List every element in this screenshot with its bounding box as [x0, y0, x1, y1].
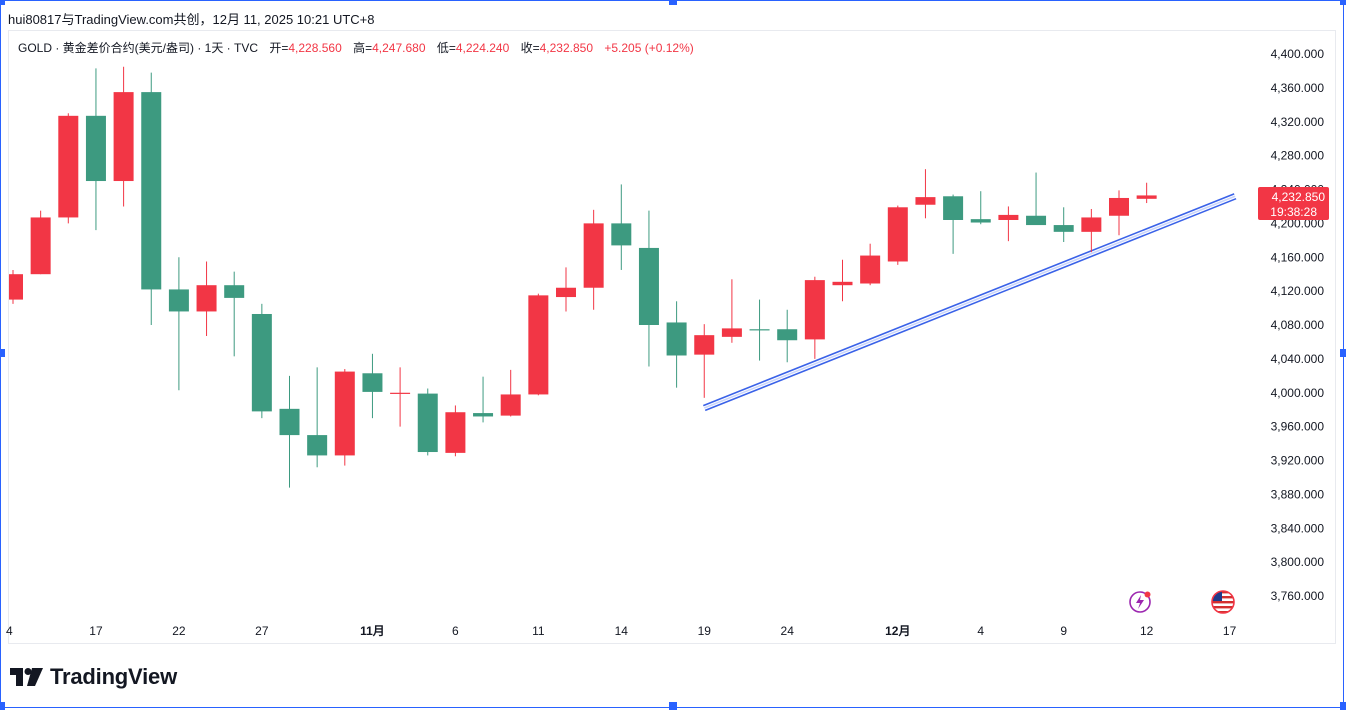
legend-close-label: 收= — [520, 41, 540, 55]
tradingview-logo-text: TradingView — [50, 664, 177, 689]
legend-high: 4,247.680 — [372, 41, 426, 55]
legend-open: 4,228.560 — [288, 41, 342, 55]
resize-handle-tr[interactable] — [1340, 0, 1346, 5]
resize-handle-bottom[interactable] — [669, 702, 677, 710]
tradingview-logo[interactable]: TradingView — [10, 664, 177, 690]
lightning-icon[interactable] — [1128, 589, 1154, 615]
legend-high-label: 高= — [353, 41, 373, 55]
legend-symbol[interactable]: GOLD · 黄金差价合约(美元/盎司) · 1天 · TVC — [18, 41, 259, 55]
resize-handle-br[interactable] — [1340, 702, 1346, 710]
legend-open-label: 开= — [269, 41, 289, 55]
resize-handle-tl[interactable] — [0, 0, 5, 5]
us-flag-icon[interactable] — [1210, 589, 1236, 615]
legend-low: 4,224.240 — [455, 41, 510, 55]
legend-close: 4,232.850 — [539, 41, 594, 55]
resize-handle-left[interactable] — [0, 349, 5, 357]
tradingview-logo-icon — [10, 668, 43, 686]
resize-handle-bl[interactable] — [0, 702, 5, 710]
resize-handle-top[interactable] — [669, 0, 677, 5]
snapshot-header: hui80817与TradingView.com共创，12月 11, 2025 … — [8, 12, 375, 27]
chart-legend: GOLD · 黄金差价合约(美元/盎司) · 1天 · TVC 开=4,228.… — [18, 39, 694, 56]
legend-low-label: 低= — [436, 41, 456, 55]
chart-pane[interactable] — [8, 30, 1336, 644]
legend-change: +5.205 (+0.12%) — [604, 41, 694, 55]
resize-handle-right[interactable] — [1340, 349, 1346, 357]
